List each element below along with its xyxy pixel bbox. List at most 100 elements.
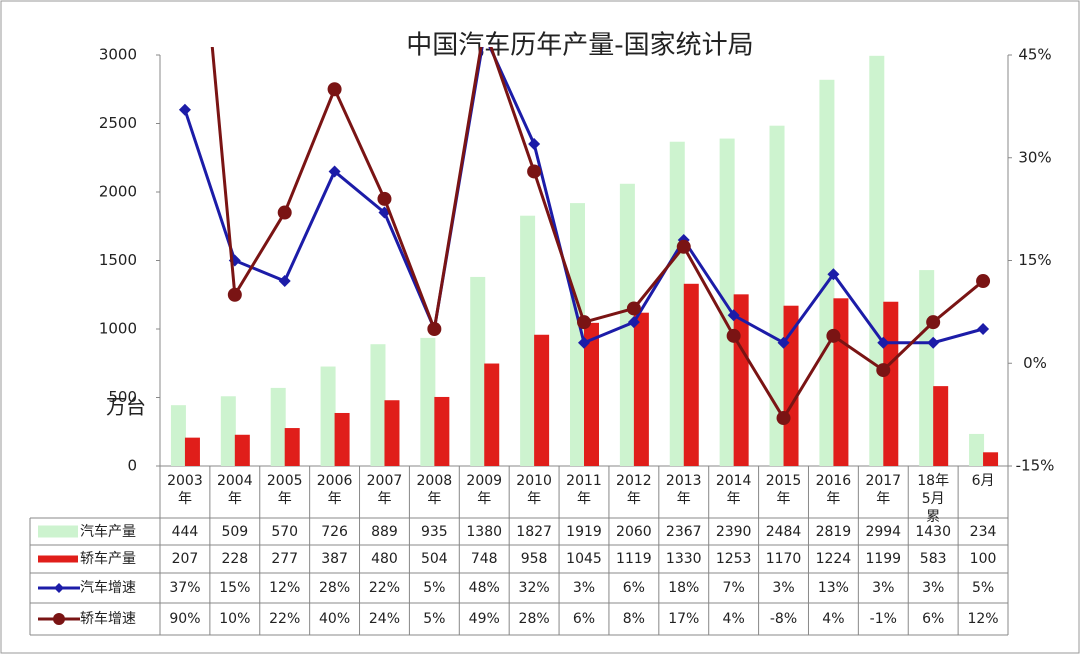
marker — [676, 239, 691, 254]
category-label: 6月 — [971, 473, 995, 489]
category-label: 2012年 — [616, 473, 652, 507]
table-value: 2367 — [665, 523, 702, 540]
bar — [334, 412, 350, 466]
table-value: 6% — [622, 580, 645, 596]
table-value: 207 — [171, 551, 199, 567]
category-label: 2003年 — [167, 473, 203, 507]
marker — [826, 328, 841, 343]
marker — [876, 363, 891, 378]
marker — [927, 336, 940, 349]
table-value: 3% — [772, 580, 795, 596]
table-value: 40% — [319, 611, 351, 627]
table-value: 1045 — [566, 551, 602, 567]
bar — [284, 428, 300, 466]
bar — [719, 138, 735, 466]
table-value: 17% — [668, 611, 700, 627]
marker — [278, 275, 291, 288]
bar — [669, 141, 685, 466]
y-tick-label: 500 — [108, 388, 137, 406]
bar — [370, 344, 386, 466]
table-value: 28% — [319, 580, 351, 596]
marker — [776, 411, 791, 426]
table-value: 935 — [420, 523, 448, 540]
table-value: 3% — [572, 580, 596, 596]
table-value: 1827 — [516, 523, 552, 540]
category-label: 18年5月累 — [917, 473, 950, 525]
bar — [933, 386, 949, 466]
bar — [434, 396, 450, 466]
y-tick-label: 1500 — [99, 251, 137, 269]
bar — [969, 433, 985, 466]
table-value: 726 — [321, 523, 348, 540]
table-value: 90% — [169, 611, 201, 627]
table-value: 570 — [271, 523, 299, 540]
marker — [976, 274, 991, 289]
table-value: 2060 — [616, 523, 652, 540]
bar — [170, 405, 186, 466]
bar — [633, 312, 649, 466]
table-value: 1224 — [815, 551, 852, 567]
table-value: 1119 — [616, 551, 652, 567]
bar — [883, 301, 899, 466]
category-label: 2014年 — [715, 473, 752, 507]
table-value: 1430 — [915, 523, 951, 540]
table-value: 28% — [518, 611, 550, 627]
legend-label: 汽车增速 — [80, 580, 136, 596]
legend-marker — [53, 613, 65, 625]
table-value: 6% — [572, 611, 596, 627]
category-label: 2013年 — [665, 473, 702, 507]
marker — [277, 205, 292, 220]
bar — [833, 298, 849, 466]
table-value: 10% — [219, 611, 251, 627]
table-value: 2390 — [715, 523, 752, 540]
marker — [577, 315, 591, 330]
bar — [234, 434, 250, 466]
table-value: 3% — [922, 580, 945, 596]
category-label: 2017年 — [865, 473, 902, 507]
marker — [328, 165, 341, 178]
y2-tick-label: 15% — [1018, 251, 1051, 269]
table-value: 1919 — [566, 523, 602, 540]
table-value: 6% — [922, 611, 945, 627]
table-value: 1170 — [765, 551, 802, 567]
marker — [727, 309, 740, 322]
table-value: 277 — [271, 551, 299, 567]
legend-label: 轿车增速 — [80, 611, 136, 627]
table-value: 2819 — [815, 523, 852, 540]
table-value: 509 — [221, 523, 249, 540]
table-value: 748 — [470, 551, 498, 567]
table-value: 5% — [423, 580, 446, 596]
marker — [227, 287, 242, 302]
category-label: 2009年 — [466, 473, 503, 507]
table-value: 444 — [171, 523, 199, 540]
table-value: 22% — [368, 580, 401, 596]
y-tick-label: 2500 — [99, 114, 137, 132]
category-label: 2010年 — [516, 473, 552, 507]
marker — [877, 336, 890, 349]
line-group — [210, 47, 991, 426]
bar — [584, 322, 599, 466]
marker — [777, 336, 790, 349]
legend-swatch — [38, 555, 78, 563]
category-label: 2005年 — [266, 473, 303, 507]
table-value: 3% — [872, 580, 895, 596]
table-value: 2484 — [765, 523, 802, 540]
y-tick-label: 3000 — [99, 46, 137, 64]
legend-label: 汽车产量 — [80, 523, 136, 540]
bar — [484, 363, 500, 466]
table-value: 18% — [668, 580, 700, 596]
bar — [983, 452, 999, 466]
category-label: 2006年 — [316, 473, 353, 507]
category-label: 2011年 — [566, 473, 602, 507]
marker — [377, 191, 392, 206]
marker — [578, 336, 590, 349]
table-value: 24% — [368, 611, 401, 627]
table-value: 504 — [420, 551, 448, 567]
table-value: -1% — [869, 611, 897, 627]
bar — [570, 203, 585, 467]
table-value: 387 — [321, 551, 348, 567]
table-value: 8% — [622, 611, 645, 627]
table-value: 12% — [967, 611, 999, 627]
bar — [320, 366, 336, 466]
